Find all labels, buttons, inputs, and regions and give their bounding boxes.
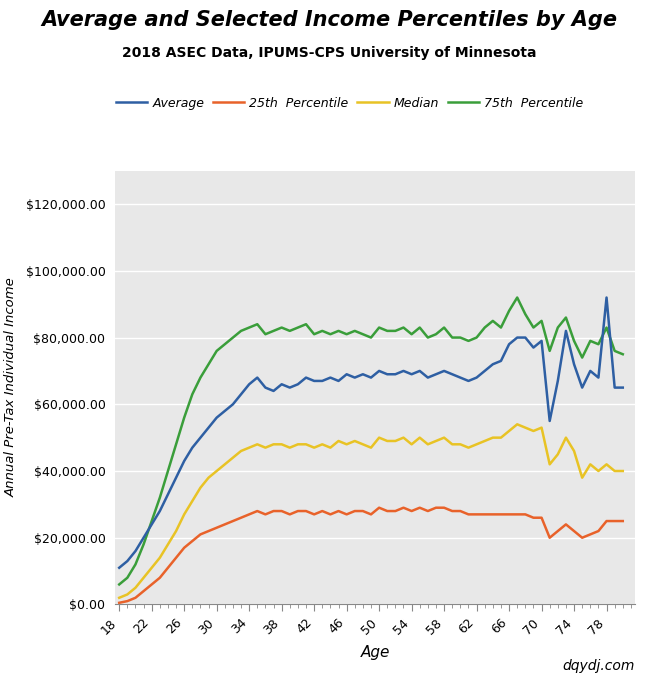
25th  Percentile (253, 507, 261, 515)
Median (367, 443, 375, 451)
Median (465, 443, 472, 451)
Average (611, 384, 619, 392)
Average (270, 387, 278, 395)
Text: 2018 ASEC Data, IPUMS-CPS University of Minnesota: 2018 ASEC Data, IPUMS-CPS University of … (122, 46, 536, 60)
Text: dqydj.com: dqydj.com (563, 659, 635, 673)
Average (603, 294, 611, 302)
Average (465, 377, 472, 385)
Line: Average: Average (119, 298, 622, 568)
Y-axis label: Annual Pre-Tax Individual Income: Annual Pre-Tax Individual Income (4, 278, 17, 497)
75th  Percentile (611, 347, 619, 355)
75th  Percentile (367, 333, 375, 342)
25th  Percentile (351, 507, 359, 515)
Line: Median: Median (119, 424, 622, 598)
25th  Percentile (619, 517, 626, 525)
Legend: Average, 25th  Percentile, Median, 75th  Percentile: Average, 25th Percentile, Median, 75th P… (116, 97, 584, 110)
Text: Average and Selected Income Percentiles by Age: Average and Selected Income Percentiles … (41, 10, 617, 30)
75th  Percentile (513, 294, 521, 302)
Median (513, 420, 521, 428)
Average (351, 374, 359, 382)
Line: 75th  Percentile: 75th Percentile (119, 298, 622, 585)
75th  Percentile (351, 326, 359, 335)
25th  Percentile (472, 510, 480, 518)
75th  Percentile (115, 581, 123, 589)
25th  Percentile (375, 503, 383, 512)
25th  Percentile (367, 510, 375, 518)
Average (619, 384, 626, 392)
25th  Percentile (270, 507, 278, 515)
Median (351, 437, 359, 445)
75th  Percentile (270, 326, 278, 335)
Average (115, 563, 123, 572)
Median (619, 467, 626, 475)
Median (270, 441, 278, 449)
Median (611, 467, 619, 475)
Median (253, 441, 261, 449)
Line: 25th  Percentile: 25th Percentile (119, 507, 622, 603)
75th  Percentile (253, 320, 261, 329)
Average (367, 374, 375, 382)
75th  Percentile (465, 337, 472, 345)
X-axis label: Age: Age (361, 645, 390, 660)
Median (115, 594, 123, 602)
25th  Percentile (115, 599, 123, 607)
Average (253, 374, 261, 382)
25th  Percentile (611, 517, 619, 525)
75th  Percentile (619, 350, 626, 359)
